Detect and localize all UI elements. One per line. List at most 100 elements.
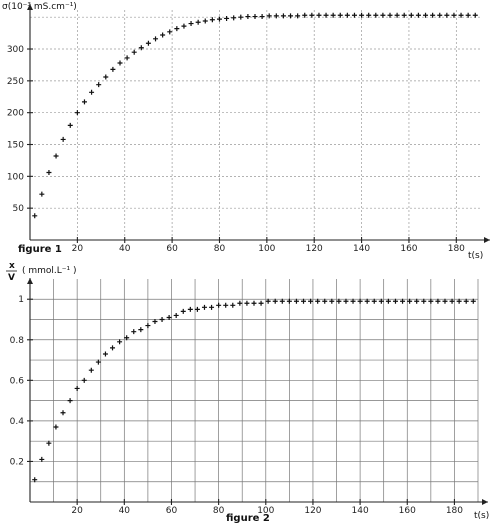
data-point-marker [60, 136, 66, 142]
data-point-marker [187, 306, 193, 312]
y-tick-label: 0.4 [10, 417, 25, 427]
data-point-marker [67, 398, 73, 404]
y-tick-label: 250 [7, 77, 24, 87]
data-point-marker [323, 12, 329, 18]
data-point-marker [117, 339, 123, 345]
data-point-marker [53, 153, 59, 159]
x-tick-label: 80 [214, 244, 226, 254]
data-point-marker [428, 298, 434, 304]
data-point-marker [293, 298, 299, 304]
x-tick-label: 140 [353, 244, 370, 254]
data-point-marker [195, 19, 201, 25]
data-point-marker [336, 298, 342, 304]
data-point-marker [110, 66, 116, 72]
data-point-marker [209, 304, 215, 310]
figure-1-data-points [32, 12, 478, 219]
data-point-marker [159, 317, 165, 322]
data-point-marker [95, 359, 101, 365]
data-point-marker [316, 12, 322, 18]
figure-1-caption: figure 1 [18, 244, 62, 255]
figure-1-y-axis-label: σ(10⁻³ mS.cm⁻¹) [2, 2, 77, 12]
data-point-marker [39, 191, 45, 197]
data-point-marker [237, 300, 243, 306]
y-tick-label: 300 [7, 45, 24, 55]
data-point-marker [266, 13, 272, 19]
data-point-marker [280, 13, 286, 19]
data-point-marker [470, 298, 476, 304]
data-point-marker [366, 12, 372, 18]
data-point-marker [378, 298, 384, 304]
data-point-marker [350, 298, 356, 304]
data-point-marker [202, 18, 208, 24]
data-point-marker [430, 12, 436, 18]
data-point-marker [265, 298, 271, 304]
data-point-marker [400, 298, 406, 304]
data-point-marker [288, 13, 294, 19]
data-point-marker [444, 12, 450, 18]
data-point-marker [421, 298, 427, 304]
data-point-marker [209, 17, 215, 23]
data-point-marker [330, 12, 336, 18]
x-tick-label: 100 [257, 506, 274, 516]
data-point-marker [315, 298, 321, 304]
data-point-marker [131, 49, 137, 55]
data-point-marker [456, 298, 462, 304]
data-point-marker [337, 12, 343, 18]
data-point-marker [39, 456, 45, 462]
data-point-marker [451, 12, 457, 18]
x-tick-label: 40 [119, 244, 131, 254]
figure-2-y-label-unit: ( mmol.L⁻¹ ) [22, 266, 77, 276]
data-point-marker [442, 298, 448, 304]
data-point-marker [32, 477, 38, 483]
data-point-marker [131, 329, 137, 335]
data-point-marker [463, 298, 469, 304]
data-point-marker [301, 298, 307, 304]
data-point-marker [216, 302, 222, 308]
y-axis-arrow [27, 4, 33, 10]
x-tick-label: 140 [352, 506, 369, 516]
data-point-marker [223, 302, 229, 308]
data-point-marker [351, 12, 357, 18]
data-point-marker [167, 29, 173, 35]
data-point-marker [385, 298, 391, 304]
x-tick-label: 100 [258, 244, 275, 254]
data-point-marker [387, 12, 393, 18]
y-tick-label: 200 [7, 109, 24, 119]
data-point-marker [153, 36, 159, 42]
data-point-marker [252, 14, 258, 20]
figure-2-y-label-numerator: x [9, 261, 15, 271]
data-point-marker [238, 14, 244, 20]
y-tick-label: 50 [13, 204, 25, 214]
data-point-marker [273, 13, 279, 19]
figure-2-y-label-denominator: V [8, 273, 15, 283]
data-point-marker [60, 410, 66, 416]
data-point-marker [308, 298, 314, 304]
data-point-marker [272, 298, 278, 304]
data-point-marker [103, 74, 109, 80]
x-tick-label: 180 [448, 244, 465, 254]
x-axis-arrow [482, 499, 488, 505]
data-point-marker [188, 21, 194, 27]
data-point-marker [344, 12, 350, 18]
data-point-marker [117, 60, 123, 66]
y-tick-label: 150 [7, 141, 24, 151]
data-point-marker [245, 14, 251, 20]
x-tick-label: 160 [399, 506, 416, 516]
figure-2-chart: 20 40 60 80 100 120 140 160 180 0.2 0.4 0.6 0.8 1 x V… [6, 261, 489, 524]
data-point-marker [373, 12, 379, 18]
data-point-marker [259, 14, 265, 20]
data-point-marker [181, 23, 187, 29]
data-point-marker [231, 15, 237, 21]
data-point-marker [138, 45, 144, 51]
data-point-marker [224, 15, 230, 21]
data-point-marker [32, 213, 38, 219]
data-point-marker [302, 12, 308, 18]
data-point-marker [74, 385, 80, 391]
x-tick-label: 60 [166, 506, 178, 516]
x-tick-label: 20 [72, 244, 84, 254]
data-point-marker [286, 298, 292, 304]
y-tick-label: 100 [7, 172, 24, 182]
data-point-marker [230, 302, 236, 308]
x-tick-label: 40 [119, 506, 131, 516]
data-point-marker [295, 13, 301, 19]
